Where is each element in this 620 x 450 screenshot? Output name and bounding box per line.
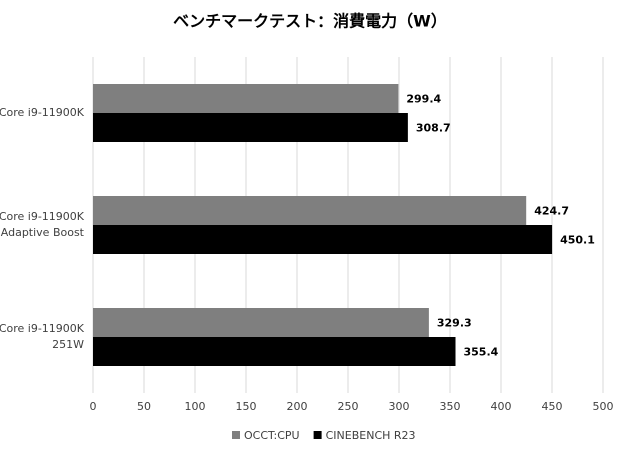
value-label: 424.7 xyxy=(534,205,569,218)
value-label: 299.4 xyxy=(406,93,441,106)
y-tick-label-line: 251W xyxy=(52,338,84,351)
x-tick-label: 250 xyxy=(338,400,359,413)
legend-swatch xyxy=(232,431,240,439)
y-tick-label: Core i9-11900K xyxy=(0,106,85,119)
y-tick-label: Core i9-11900K 251W xyxy=(0,322,85,351)
x-tick-label: 150 xyxy=(236,400,257,413)
bar xyxy=(93,337,456,366)
x-tick-label: 0 xyxy=(90,400,97,413)
x-tick-label: 50 xyxy=(137,400,151,413)
y-tick-label: Core i9-11900K Adaptive Boost xyxy=(0,210,85,239)
bar xyxy=(93,225,553,254)
x-tick-label: 400 xyxy=(491,400,512,413)
x-tick-label: 100 xyxy=(185,400,206,413)
x-tick-label: 200 xyxy=(287,400,308,413)
value-label: 355.4 xyxy=(464,346,499,359)
y-tick-label-line: Core i9-11900K xyxy=(0,210,85,223)
bar xyxy=(93,196,527,225)
value-label: 308.7 xyxy=(416,122,451,135)
legend-swatch xyxy=(313,431,322,439)
y-tick-label-line: Adaptive Boost xyxy=(1,226,85,239)
x-tick-label: 500 xyxy=(593,400,614,413)
legend-label: CINEBENCH R23 xyxy=(326,429,416,442)
value-label: 450.1 xyxy=(560,234,595,247)
bar xyxy=(93,84,399,113)
bar xyxy=(93,113,408,142)
chart-title: ベンチマークテスト：消費電力（W） xyxy=(173,12,447,31)
bar xyxy=(93,308,429,337)
legend-label: OCCT:CPU xyxy=(244,429,300,442)
y-tick-label-line: Core i9-11900K xyxy=(0,106,85,119)
x-tick-label: 450 xyxy=(542,400,563,413)
x-tick-label: 300 xyxy=(389,400,410,413)
x-tick-label: 350 xyxy=(440,400,461,413)
y-tick-label-line: Core i9-11900K xyxy=(0,322,85,335)
value-label: 329.3 xyxy=(437,317,472,330)
